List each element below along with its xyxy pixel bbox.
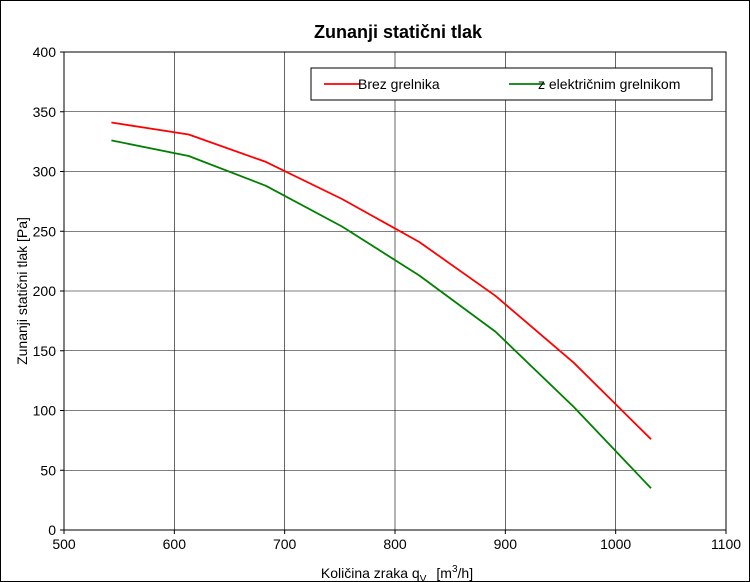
x-tick-label: 900: [494, 536, 518, 552]
chart-title: Zunanji statični tlak: [314, 22, 483, 42]
y-tick-label: 100: [33, 403, 57, 419]
y-tick-labels: 0 50 100 150 200 250 300 350 400: [33, 44, 64, 538]
x-axis-label-main: Količina zraka q: [321, 565, 420, 581]
x-tick-label: 700: [273, 536, 297, 552]
x-axis-label-unit-open: [m: [436, 565, 452, 581]
x-axis-label-unit-close: /h]: [458, 565, 474, 581]
series-lines: [111, 121, 652, 489]
y-tick-label: 50: [40, 462, 56, 478]
y-tick-label: 300: [33, 164, 57, 180]
legend: Brez grelnika z električnim grelnikom: [310, 67, 713, 101]
y-axis-label: Zunanji statični tlak [Pa]: [14, 217, 30, 365]
legend-label-2: z električnim grelnikom: [538, 76, 680, 92]
series-line-1: [111, 121, 652, 440]
legend-label-1: Brez grelnika: [358, 76, 440, 92]
y-tick-label: 0: [48, 522, 56, 538]
x-tick-label: 1000: [600, 536, 631, 552]
grid-lines: [64, 52, 726, 530]
y-tick-label: 250: [33, 223, 57, 239]
y-tick-label: 150: [33, 343, 57, 359]
x-tick-labels: 500 600 700 800 900 1000 1100: [52, 530, 741, 552]
y-tick-label: 350: [33, 104, 57, 120]
y-tick-label: 200: [33, 283, 57, 299]
x-tick-label: 500: [52, 536, 76, 552]
x-axis-label: Količina zraka qV [m3/h]: [321, 564, 473, 582]
y-tick-label: 400: [33, 44, 57, 60]
x-tick-label: 1100: [711, 536, 741, 552]
x-tick-label: 800: [383, 536, 407, 552]
x-tick-label: 600: [163, 536, 187, 552]
x-axis-label-sub: V: [420, 574, 427, 582]
series-line-2: [111, 139, 652, 489]
x-axis-label-unit-sup: 3: [452, 564, 458, 575]
